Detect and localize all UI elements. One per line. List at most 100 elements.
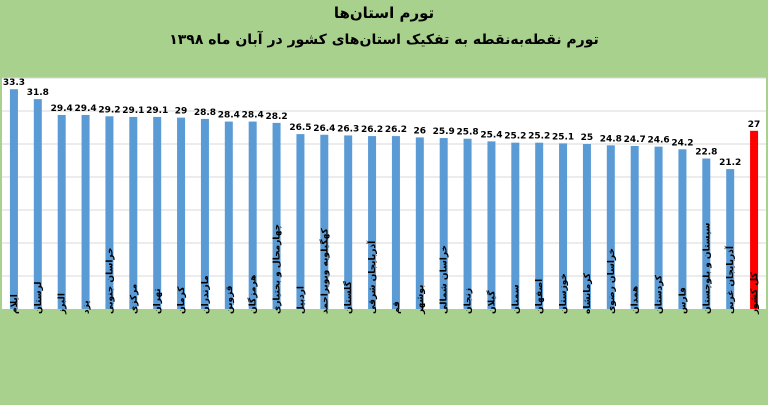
category-label: خوزستان xyxy=(559,273,569,314)
category-label: چهارمحال و بختیاری xyxy=(273,224,283,314)
category-label: کرمانشاه xyxy=(583,272,593,314)
value-label: 26.4 xyxy=(313,124,335,134)
value-label: 26.2 xyxy=(361,125,383,135)
bar xyxy=(368,136,377,309)
category-labels: ایلام لرستان البرز یزد خراسان جنوبی مرکزی تهرا… xyxy=(10,222,760,315)
bar xyxy=(678,149,687,309)
bar xyxy=(559,143,568,309)
value-label: 25.9 xyxy=(433,127,455,137)
bar xyxy=(320,134,329,309)
bar xyxy=(33,99,42,310)
value-label: 24.8 xyxy=(600,134,622,144)
category-label: ایلام xyxy=(10,294,20,314)
bar xyxy=(224,121,233,309)
category-label: اصفهان xyxy=(535,279,545,314)
category-label: البرز xyxy=(58,293,68,315)
bar xyxy=(415,137,424,309)
category-label: کهگیلویه وبویراحمد xyxy=(318,227,330,314)
bar xyxy=(344,135,353,309)
value-label: 26.3 xyxy=(337,124,359,134)
bar xyxy=(439,138,448,309)
category-label: آذربایجان غربی xyxy=(724,245,736,314)
value-label: 24.6 xyxy=(647,136,669,146)
value-label: 28.8 xyxy=(194,108,216,118)
bar xyxy=(248,121,257,309)
category-label: قم xyxy=(392,301,402,314)
value-label: 28.4 xyxy=(242,111,264,121)
value-label: 25.1 xyxy=(552,132,574,142)
category-label: گلستان xyxy=(342,280,354,314)
bars xyxy=(9,89,759,310)
value-label: 31.8 xyxy=(27,88,49,98)
category-label: خراسان جنوبی xyxy=(105,247,115,314)
category-label: خراسان شمالی xyxy=(440,245,450,314)
category-label: کل کشور xyxy=(750,272,760,315)
value-label: 29.2 xyxy=(98,105,120,115)
value-label: 26.5 xyxy=(289,123,311,133)
bar xyxy=(654,146,663,309)
category-label: خراسان رضوی xyxy=(607,248,617,314)
bar xyxy=(487,141,496,309)
value-label: 25.4 xyxy=(480,130,502,140)
value-label: 29.4 xyxy=(74,104,96,114)
category-label: کردستان xyxy=(655,274,665,314)
value-label: 22.8 xyxy=(695,148,717,158)
value-label: 24.7 xyxy=(624,135,646,145)
value-label: 25.8 xyxy=(456,128,478,138)
category-label: مازندران xyxy=(201,275,211,314)
category-label: فارس xyxy=(678,287,688,314)
category-label: اردبیل xyxy=(296,286,306,314)
bar xyxy=(9,89,18,309)
bar xyxy=(272,122,281,309)
bar xyxy=(582,144,591,309)
bar xyxy=(391,136,400,309)
bar xyxy=(463,138,472,309)
value-label: 24.2 xyxy=(671,138,693,148)
value-label: 29.1 xyxy=(122,106,144,116)
value-label: 29 xyxy=(175,107,188,117)
value-label: 25 xyxy=(581,133,594,143)
value-label: 21.2 xyxy=(719,158,741,168)
category-label: سمنان xyxy=(511,284,521,314)
category-label: تهران xyxy=(153,288,163,314)
bar xyxy=(535,142,544,309)
chart-title: تورم استان‌ها xyxy=(333,4,435,22)
bar xyxy=(702,158,711,309)
bar xyxy=(606,145,615,309)
value-label: 25.2 xyxy=(504,132,526,142)
category-label: زنجان xyxy=(464,288,474,314)
value-label: 25.2 xyxy=(528,132,550,142)
bar xyxy=(153,116,162,309)
bar xyxy=(177,117,186,309)
category-label: مرکزی xyxy=(129,284,139,314)
chart-subtitle: تورم نقطه‌به‌نقطه به تفکیک استان‌های کشو… xyxy=(169,32,599,48)
bar xyxy=(511,142,520,309)
bar xyxy=(57,114,66,310)
category-label: یزد xyxy=(82,300,92,314)
category-label: کرمان xyxy=(177,286,187,314)
category-label: همدان xyxy=(631,286,641,314)
category-label: هرمزگان xyxy=(247,275,259,314)
bar xyxy=(630,145,639,309)
category-label: گیلان xyxy=(485,290,497,314)
bar xyxy=(750,130,759,309)
bar xyxy=(129,116,138,309)
bar xyxy=(296,134,305,309)
bar xyxy=(81,114,90,310)
value-label: 28.4 xyxy=(218,111,240,121)
value-label: 29.1 xyxy=(146,106,168,116)
value-label: 33.3 xyxy=(3,78,25,88)
category-label: قزوین xyxy=(225,285,235,314)
value-label: 26 xyxy=(414,126,427,136)
value-labels: 33.331.829.4 29.4 29.2 29.1 29.1 29 28.8 28.4 28… xyxy=(3,78,761,168)
value-label: 28.2 xyxy=(265,112,287,122)
bar xyxy=(726,169,735,309)
category-label: بوشهر xyxy=(416,285,426,315)
value-label: 29.4 xyxy=(51,104,73,114)
value-label: 27 xyxy=(748,120,761,130)
bar xyxy=(105,116,114,309)
bar xyxy=(200,118,209,309)
value-label: 26.2 xyxy=(385,125,407,135)
